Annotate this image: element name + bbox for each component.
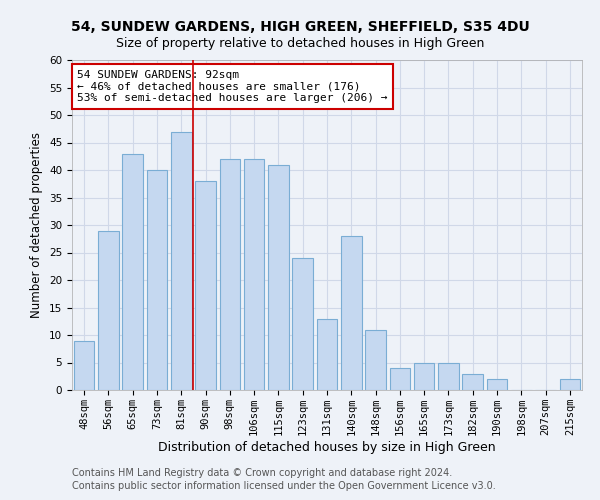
Bar [74, 340, 94, 390]
Bar [292, 258, 313, 390]
Bar [438, 362, 459, 390]
Bar [560, 379, 580, 390]
Text: Contains HM Land Registry data © Crown copyright and database right 2024.: Contains HM Land Registry data © Crown c… [72, 468, 452, 477]
Bar [171, 132, 191, 390]
Bar [389, 368, 410, 390]
Text: 54, SUNDEW GARDENS, HIGH GREEN, SHEFFIELD, S35 4DU: 54, SUNDEW GARDENS, HIGH GREEN, SHEFFIEL… [71, 20, 529, 34]
Bar [414, 362, 434, 390]
Bar [268, 164, 289, 390]
Bar [220, 159, 240, 390]
Bar [317, 318, 337, 390]
X-axis label: Distribution of detached houses by size in High Green: Distribution of detached houses by size … [158, 440, 496, 454]
Bar [365, 330, 386, 390]
Bar [463, 374, 483, 390]
Bar [487, 379, 508, 390]
Bar [195, 181, 216, 390]
Bar [98, 230, 119, 390]
Bar [122, 154, 143, 390]
Bar [146, 170, 167, 390]
Bar [244, 159, 265, 390]
Text: Size of property relative to detached houses in High Green: Size of property relative to detached ho… [116, 38, 484, 51]
Bar [341, 236, 362, 390]
Text: 54 SUNDEW GARDENS: 92sqm
← 46% of detached houses are smaller (176)
53% of semi-: 54 SUNDEW GARDENS: 92sqm ← 46% of detach… [77, 70, 388, 103]
Text: Contains public sector information licensed under the Open Government Licence v3: Contains public sector information licen… [72, 481, 496, 491]
Y-axis label: Number of detached properties: Number of detached properties [31, 132, 43, 318]
